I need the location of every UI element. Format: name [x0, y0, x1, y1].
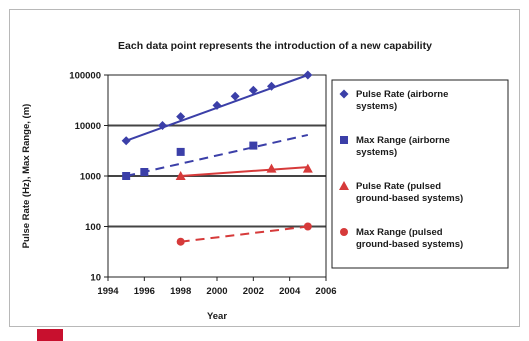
trend-line [180, 225, 308, 243]
data-point [175, 171, 186, 180]
red-corner-mark [37, 329, 63, 341]
series-triangle [175, 163, 313, 180]
legend [331, 79, 509, 269]
data-point [158, 121, 167, 130]
y-tick-label: 10 [90, 273, 101, 284]
data-point [266, 163, 277, 173]
legend-label: ground-based systems) [356, 239, 463, 250]
data-point [303, 70, 313, 80]
x-tick-label: 2004 [279, 286, 301, 297]
trend-line [180, 166, 308, 177]
data-point [122, 172, 131, 180]
legend-marker [339, 181, 349, 190]
x-tick-label: 1998 [170, 286, 191, 297]
legend-label: ground-based systems) [356, 193, 463, 204]
legend-label: systems) [356, 101, 397, 112]
legend-marker [340, 136, 348, 144]
x-tick-label: 2000 [206, 286, 227, 297]
legend-label: systems) [356, 147, 397, 158]
data-point [176, 112, 186, 122]
x-axis-label: Year [207, 311, 227, 322]
x-tick-label: 1996 [134, 286, 155, 297]
legend-marker [339, 89, 349, 99]
data-point [140, 168, 149, 177]
legend-label: Pulse Rate (pulsed [356, 181, 441, 192]
data-point [303, 222, 312, 231]
y-tick-label: 1000 [80, 172, 101, 183]
y-tick-label: 100 [85, 222, 101, 233]
data-point [230, 91, 240, 101]
data-point [248, 85, 258, 95]
y-axis: 10 100 1000 10000 100000 [69, 71, 108, 284]
y-axis-label: Pulse Rate (Hz), Max Range, (m) [21, 104, 32, 249]
chart-title: Each data point represents the introduct… [118, 40, 432, 52]
series-square [122, 133, 309, 180]
series-group [121, 70, 313, 246]
y-tick-label: 10000 [75, 121, 101, 132]
series-circle [176, 222, 312, 246]
x-axis: 1994 1996 1998 2000 2002 2004 2006 [97, 277, 337, 297]
legend-marker [340, 228, 348, 236]
x-tick-label: 2002 [243, 286, 264, 297]
data-point [249, 141, 258, 150]
data-point [176, 147, 185, 156]
y-tick-label: 100000 [69, 71, 101, 82]
x-tick-label: 1994 [97, 286, 119, 297]
data-point [121, 136, 131, 146]
legend-label: Pulse Rate (airborne [356, 89, 448, 100]
x-tick-label: 2006 [315, 286, 336, 297]
legend-label: Max Range (pulsed [356, 227, 443, 238]
data-point [302, 163, 313, 173]
legend-label: Max Range (airborne [356, 135, 450, 146]
trend-line [125, 133, 309, 177]
series-diamond [121, 70, 313, 146]
data-point [267, 81, 276, 91]
data-point [176, 237, 185, 246]
data-point [212, 100, 222, 110]
